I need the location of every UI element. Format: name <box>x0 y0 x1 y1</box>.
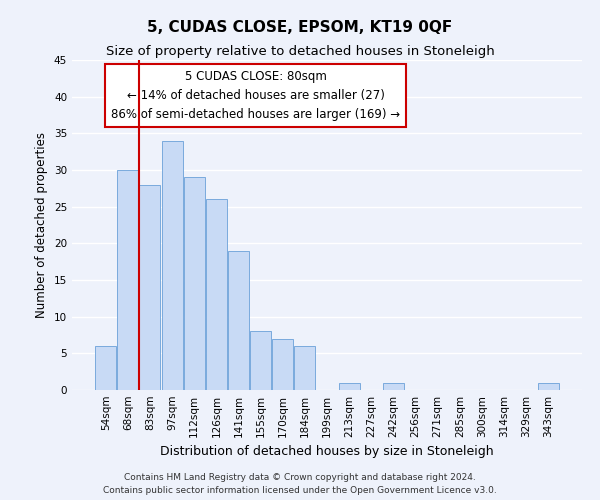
Y-axis label: Number of detached properties: Number of detached properties <box>35 132 49 318</box>
Text: 5 CUDAS CLOSE: 80sqm
← 14% of detached houses are smaller (27)
86% of semi-detac: 5 CUDAS CLOSE: 80sqm ← 14% of detached h… <box>111 70 400 121</box>
Bar <box>228 250 249 390</box>
Bar <box>184 178 205 390</box>
Text: Contains HM Land Registry data © Crown copyright and database right 2024.
Contai: Contains HM Land Registry data © Crown c… <box>103 474 497 495</box>
Bar <box>206 200 227 390</box>
Bar <box>272 338 293 390</box>
Text: Size of property relative to detached houses in Stoneleigh: Size of property relative to detached ho… <box>106 45 494 58</box>
Bar <box>161 140 182 390</box>
Bar <box>295 346 316 390</box>
Bar <box>118 170 139 390</box>
Bar <box>338 382 359 390</box>
X-axis label: Distribution of detached houses by size in Stoneleigh: Distribution of detached houses by size … <box>160 446 494 458</box>
Bar <box>383 382 404 390</box>
Bar <box>139 184 160 390</box>
Text: 5, CUDAS CLOSE, EPSOM, KT19 0QF: 5, CUDAS CLOSE, EPSOM, KT19 0QF <box>148 20 452 35</box>
Bar <box>95 346 116 390</box>
Bar <box>538 382 559 390</box>
Bar <box>250 332 271 390</box>
